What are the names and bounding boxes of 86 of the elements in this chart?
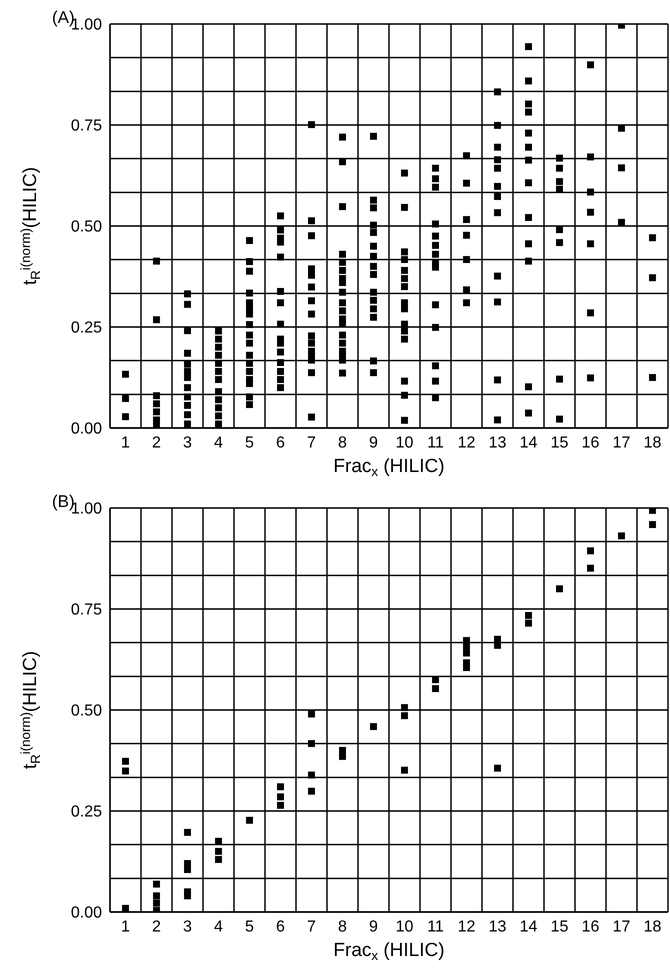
point (432, 676, 439, 684)
point (463, 642, 470, 650)
point (308, 710, 315, 718)
x-tick-label: 6 (276, 434, 286, 452)
y-tick-label: 0.75 (70, 602, 102, 619)
point (649, 521, 656, 528)
point (525, 620, 532, 627)
point (463, 650, 470, 656)
point (308, 788, 315, 795)
x-tick-label: 5 (245, 434, 254, 452)
y-tick-label: 0.25 (70, 804, 102, 821)
point (153, 906, 160, 912)
point (184, 866, 191, 874)
x-tick-label: 9 (369, 918, 378, 936)
point (370, 723, 377, 730)
point (308, 772, 315, 779)
point (122, 904, 129, 912)
point (184, 892, 191, 900)
point (153, 892, 160, 900)
x-tick-label: 10 (396, 434, 414, 452)
x-tick-label: 11 (427, 434, 444, 452)
x-tick-label: 18 (644, 918, 662, 936)
point (494, 764, 501, 772)
y-tick-label: 0.50 (70, 218, 102, 236)
x-axis-title: Frac$_{x}$ (HILIC) (333, 456, 445, 479)
x-axis-title: Frac$_{x}$ (HILIC) (333, 940, 445, 963)
point (401, 766, 408, 774)
x-tick-label: 4 (214, 434, 224, 452)
x-tick-label: 3 (183, 434, 192, 452)
point (587, 564, 594, 572)
x-tick-label: 1 (121, 434, 130, 452)
x-tick-label: 16 (582, 434, 600, 452)
point (277, 793, 284, 800)
point (184, 828, 191, 836)
x-tick-label: 2 (152, 918, 162, 936)
point (587, 547, 594, 554)
x-tick-label: 4 (214, 918, 224, 936)
point (401, 704, 408, 712)
point (246, 816, 253, 824)
y-tick-label: 0.25 (70, 320, 102, 337)
point (463, 664, 470, 672)
y-tick-label: 0.00 (70, 904, 102, 922)
y-tick-label: 0.75 (70, 118, 102, 135)
x-tick-label: 15 (550, 434, 568, 452)
point (122, 758, 129, 765)
x-tick-label: 3 (183, 918, 192, 936)
x-tick-label: 8 (338, 918, 348, 936)
x-tick-label: 16 (582, 918, 600, 936)
point (618, 532, 625, 540)
x-tick-label: 13 (488, 918, 506, 936)
point (277, 783, 284, 790)
point (215, 848, 222, 855)
x-tick-label: 2 (152, 434, 162, 452)
point (153, 880, 160, 888)
point (649, 508, 656, 514)
x-tick-label: 14 (520, 434, 538, 452)
x-tick-label: 1 (121, 918, 130, 936)
point (525, 612, 532, 619)
x-tick-label: 15 (550, 918, 568, 936)
point (215, 838, 222, 845)
x-tick-label: 13 (488, 434, 506, 452)
x-tick-label: 8 (338, 434, 348, 452)
point (215, 856, 222, 863)
x-tick-label: 17 (612, 434, 630, 452)
point (432, 685, 439, 692)
y-tick-label: 0.50 (70, 702, 102, 720)
point (308, 740, 315, 747)
x-tick-label: 14 (520, 918, 538, 936)
x-tick-label: 7 (307, 434, 316, 452)
point (277, 802, 284, 809)
point (556, 585, 563, 592)
x-tick-label: 12 (458, 918, 476, 936)
x-tick-label: 5 (245, 918, 254, 936)
point (339, 752, 346, 760)
x-tick-label: 6 (276, 918, 286, 936)
point (401, 712, 408, 720)
point (122, 768, 129, 774)
x-tick-label: 9 (369, 434, 378, 452)
x-tick-label: 11 (427, 918, 444, 936)
x-tick-label: 17 (612, 918, 630, 936)
y-tick-label: 0.00 (70, 420, 102, 438)
x-tick-label: 18 (644, 434, 662, 452)
x-tick-label: 7 (307, 918, 316, 936)
x-tick-label: 10 (396, 918, 414, 936)
x-tick-label: 12 (458, 434, 476, 452)
point (153, 900, 160, 907)
